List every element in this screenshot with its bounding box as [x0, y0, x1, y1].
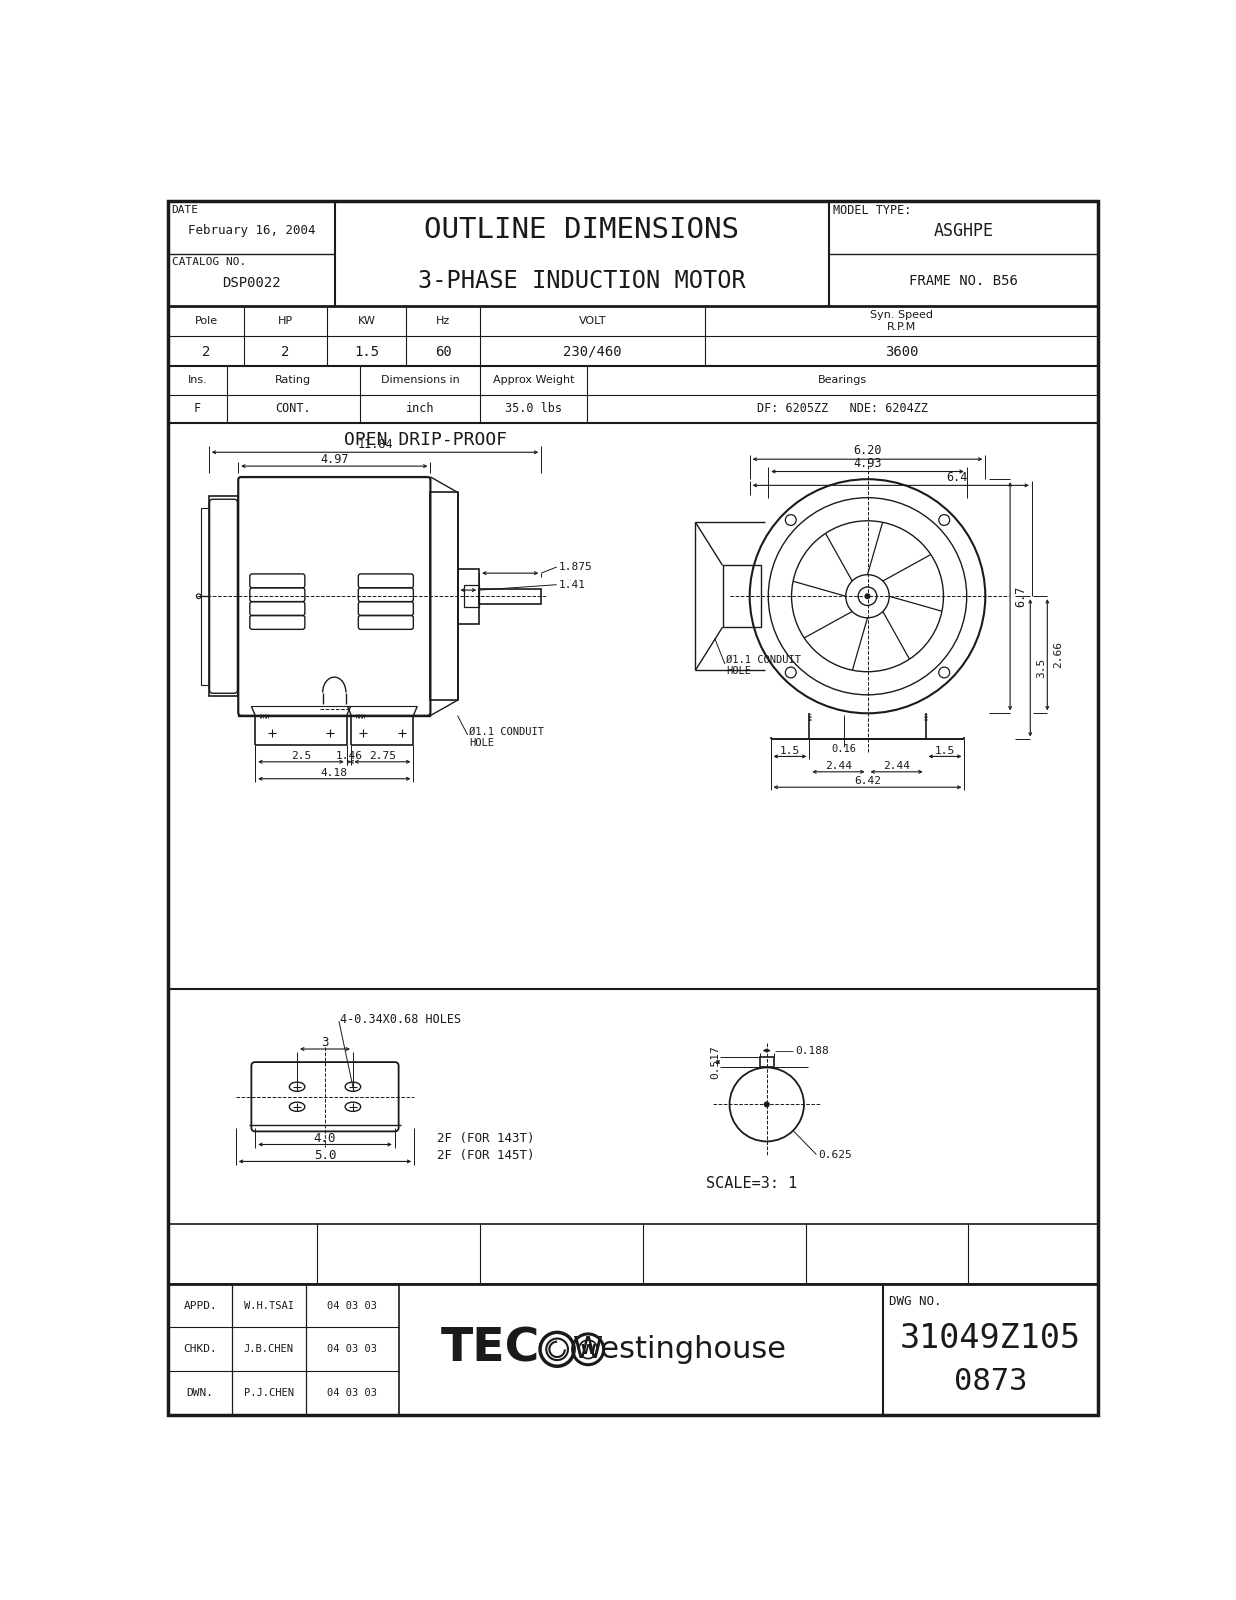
Text: 60: 60: [435, 344, 451, 358]
Text: CATALOG NO.: CATALOG NO.: [172, 256, 246, 267]
Text: 04 03 03: 04 03 03: [328, 1387, 377, 1398]
Circle shape: [764, 1102, 769, 1107]
Text: 4.97: 4.97: [320, 453, 349, 466]
Text: February 16, 2004: February 16, 2004: [188, 224, 315, 237]
Circle shape: [865, 594, 870, 598]
Text: Dimensions in: Dimensions in: [381, 376, 460, 386]
Text: J.B.CHEN: J.B.CHEN: [243, 1344, 294, 1354]
Text: 230/460: 230/460: [564, 344, 622, 358]
Text: DF: 6205ZZ   NDE: 6204ZZ: DF: 6205ZZ NDE: 6204ZZ: [758, 402, 928, 416]
Text: P.J.CHEN: P.J.CHEN: [243, 1387, 294, 1398]
Text: 0873: 0873: [954, 1368, 1027, 1397]
Text: Hz: Hz: [436, 315, 450, 326]
Text: TEC: TEC: [441, 1326, 540, 1371]
Bar: [723, 565, 761, 627]
Text: 11.84: 11.84: [357, 438, 393, 451]
Text: Ø1.1 CONDUIT
HOLE: Ø1.1 CONDUIT HOLE: [727, 654, 801, 677]
Bar: [480, 589, 541, 603]
Text: 35.0 lbs: 35.0 lbs: [506, 402, 562, 416]
Text: 1.5: 1.5: [780, 746, 800, 757]
Text: 1.5: 1.5: [934, 746, 955, 757]
Text: Bearings: Bearings: [818, 376, 868, 386]
Text: CONT.: CONT.: [276, 402, 311, 416]
Text: 1.875: 1.875: [559, 562, 592, 571]
Text: CHKD.: CHKD.: [183, 1344, 218, 1354]
Text: 2.5: 2.5: [290, 750, 311, 760]
Bar: [464, 586, 480, 606]
Text: 3.5: 3.5: [1036, 658, 1046, 678]
Text: 0.625: 0.625: [818, 1150, 852, 1160]
Bar: [430, 493, 457, 701]
Text: 3: 3: [321, 1037, 329, 1050]
Text: DSP0022: DSP0022: [222, 275, 281, 290]
Text: 2: 2: [201, 344, 210, 358]
Text: 4.93: 4.93: [853, 458, 881, 470]
Text: 6.20: 6.20: [853, 445, 881, 458]
Text: Westinghouse: Westinghouse: [572, 1334, 786, 1363]
Text: 2.44: 2.44: [824, 760, 852, 771]
Text: 2.66: 2.66: [1053, 642, 1063, 669]
Text: F: F: [194, 402, 201, 416]
Text: 31049Z105: 31049Z105: [900, 1322, 1082, 1355]
Text: Pole: Pole: [194, 315, 218, 326]
Text: 6.7: 6.7: [1015, 586, 1027, 606]
Text: OPEN DRIP-PROOF: OPEN DRIP-PROOF: [344, 430, 507, 450]
Text: 1.46: 1.46: [335, 750, 362, 760]
Text: inch: inch: [405, 402, 434, 416]
Text: 2: 2: [281, 344, 289, 358]
Bar: [239, 477, 430, 715]
Bar: [201, 507, 209, 685]
Text: HP: HP: [278, 315, 293, 326]
Text: OUTLINE DIMENSIONS: OUTLINE DIMENSIONS: [424, 216, 739, 243]
Text: 1.5: 1.5: [353, 344, 379, 358]
Text: DATE: DATE: [172, 205, 199, 214]
Text: 1.41: 1.41: [559, 579, 586, 590]
Text: 2.44: 2.44: [883, 760, 910, 771]
Text: APPD.: APPD.: [183, 1301, 218, 1310]
Text: KW: KW: [357, 315, 376, 326]
Text: ASGHPE: ASGHPE: [933, 221, 994, 240]
Text: DWN.: DWN.: [187, 1387, 214, 1398]
Text: Ø1.1 CONDUIT
HOLE: Ø1.1 CONDUIT HOLE: [470, 726, 544, 747]
Text: 0.16: 0.16: [832, 744, 857, 754]
Bar: [760, 1056, 774, 1067]
Text: FRAME NO. B56: FRAME NO. B56: [910, 274, 1018, 288]
Text: 0.188: 0.188: [796, 1045, 829, 1056]
Text: Syn. Speed
R.P.M: Syn. Speed R.P.M: [870, 310, 933, 331]
Text: Ins.: Ins.: [188, 376, 208, 386]
Text: 5.0: 5.0: [314, 1149, 336, 1162]
Text: 3-PHASE INDUCTION MOTOR: 3-PHASE INDUCTION MOTOR: [418, 269, 745, 293]
Text: 3600: 3600: [885, 344, 918, 358]
Text: SCALE=3: 1: SCALE=3: 1: [706, 1176, 797, 1192]
Bar: [209, 496, 239, 696]
Text: 2F (FOR 145T): 2F (FOR 145T): [438, 1149, 535, 1162]
Text: 6.42: 6.42: [854, 776, 881, 786]
Text: 2.75: 2.75: [368, 750, 396, 760]
Text: 04 03 03: 04 03 03: [328, 1301, 377, 1310]
Text: Approx Weight: Approx Weight: [493, 376, 575, 386]
Text: MODEL TYPE:: MODEL TYPE:: [833, 205, 911, 218]
Text: W: W: [581, 1342, 596, 1357]
Text: 4-0.34X0.68 HOLES: 4-0.34X0.68 HOLES: [340, 1013, 461, 1026]
Text: W.H.TSAI: W.H.TSAI: [243, 1301, 294, 1310]
Text: 04 03 03: 04 03 03: [328, 1344, 377, 1354]
Bar: [457, 568, 480, 624]
Text: DWG NO.: DWG NO.: [889, 1294, 942, 1307]
Text: 4.18: 4.18: [321, 768, 347, 778]
Text: VOLT: VOLT: [578, 315, 606, 326]
Text: 4.0: 4.0: [314, 1131, 336, 1146]
Text: 0.517: 0.517: [709, 1045, 719, 1078]
Text: 2F (FOR 143T): 2F (FOR 143T): [438, 1131, 535, 1146]
Text: 6.4: 6.4: [947, 470, 968, 485]
Text: Rating: Rating: [276, 376, 311, 386]
